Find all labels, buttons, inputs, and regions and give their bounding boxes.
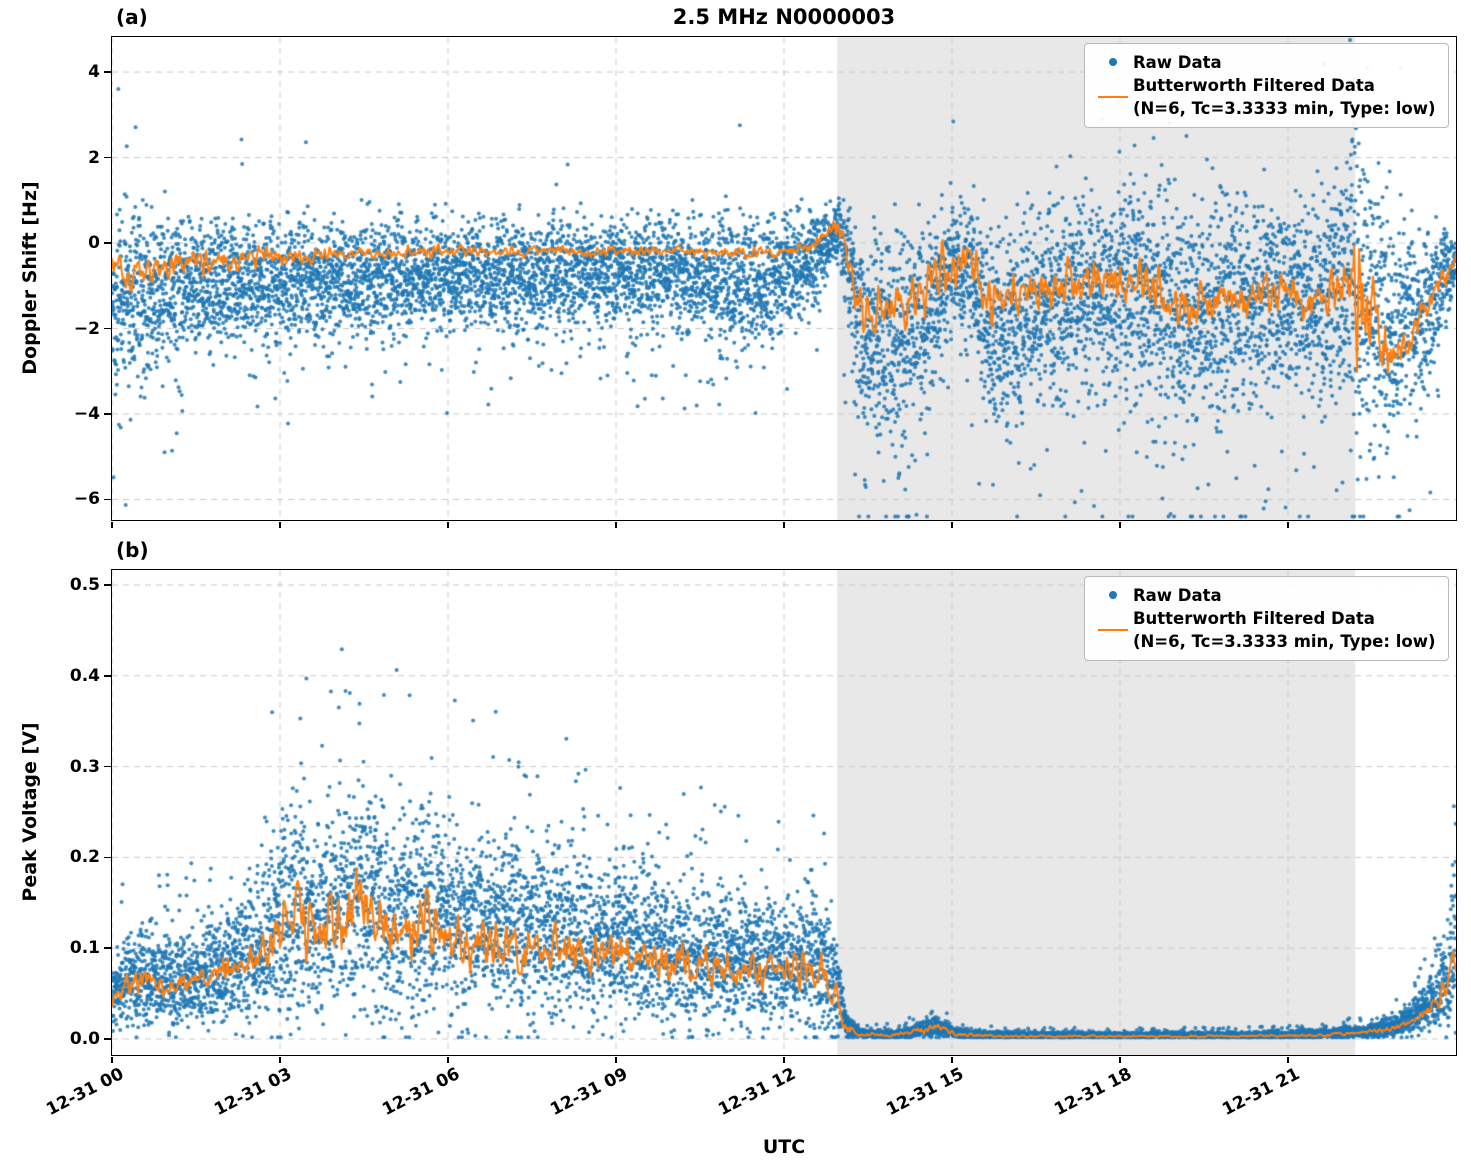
x-axis-label: UTC [762,1136,806,1158]
y-tick-mark [104,71,111,73]
y-tick-mark [104,584,111,586]
x-tick-mark [1119,521,1121,528]
x-tick-mark [111,1056,113,1063]
legend-filtered-label: Butterworth Filtered Data [1132,75,1375,95]
y-tick-label: 0.5 [69,574,100,595]
x-tick-mark [1287,1056,1289,1063]
x-tick-mark [111,521,113,528]
y-tick-mark [104,156,111,159]
x-tick-mark [447,521,449,528]
panel-a-legend: Raw Data Butterworth Filtered Data (N=6,… [1083,42,1449,128]
legend-row-filtered: Butterworth Filtered Data (N=6, Tc=3.333… [1093,74,1436,120]
legend-raw-data-label: Raw Data [1132,52,1222,72]
legend-raw-data-label: Raw Data [1132,585,1222,605]
y-tick-mark [104,1038,111,1040]
x-tick-mark [951,521,953,528]
x-tick-mark [951,1056,953,1063]
y-tick-mark [104,413,111,415]
panel-b-plot-area: Raw Data Butterworth Filtered Data (N=6,… [110,568,1457,1056]
filtered-line-marker-icon [1097,628,1128,631]
legend-row-raw: Raw Data [1093,51,1436,74]
panel-a-y-axis-label: Doppler Shift [Hz] [19,181,41,375]
y-tick-mark [104,675,111,677]
panel-b-legend: Raw Data Butterworth Filtered Data (N=6,… [1083,575,1449,661]
y-tick-mark [104,327,111,330]
y-tick-label: 0.2 [69,847,100,868]
y-tick-mark [104,765,111,768]
x-tick-mark [1287,521,1289,528]
panel-a-plot-area: Raw Data Butterworth Filtered Data (N=6,… [110,35,1457,521]
y-tick-label: −4 [73,403,100,424]
y-tick-mark [104,498,111,501]
panel-b-label: (b) [116,538,149,562]
y-tick-label: −6 [73,489,100,510]
legend-filtered-label: Butterworth Filtered Data [1132,608,1375,628]
x-tick-mark [1119,1056,1121,1063]
x-tick-mark [279,1056,281,1063]
filtered-line-marker-icon [1097,95,1128,98]
legend-filtered-sublabel: (N=6, Tc=3.3333 min, Type: low) [1132,98,1436,118]
legend-row-filtered: Butterworth Filtered Data (N=6, Tc=3.333… [1093,607,1436,653]
x-tick-mark [447,1056,449,1063]
legend-filtered-sublabel: (N=6, Tc=3.3333 min, Type: low) [1132,631,1436,651]
panel-b-y-axis-label: Peak Voltage [V] [19,722,41,902]
y-tick-label: 0.0 [69,1029,100,1050]
x-tick-mark [783,1056,785,1063]
y-tick-mark [104,856,111,859]
y-tick-mark [104,947,111,949]
y-tick-label: 0.4 [69,665,100,686]
y-tick-label: 4 [88,62,100,83]
y-tick-label: 0.3 [69,756,100,777]
x-tick-mark [615,521,617,528]
y-tick-label: −2 [73,318,100,339]
x-tick-mark [279,521,281,528]
panel-a-label: (a) [116,5,148,29]
legend-row-raw: Raw Data [1093,584,1436,607]
x-tick-mark [783,521,785,528]
y-tick-label: 0.1 [69,938,100,959]
figure-title: 2.5 MHz N0000003 [672,5,896,29]
y-tick-label: 0 [88,233,100,254]
raw-data-marker-icon [1108,591,1117,599]
x-tick-mark [615,1056,617,1063]
x-tick-label: 12-31 00 [43,1064,128,1120]
y-tick-mark [104,242,111,244]
y-tick-label: 2 [88,147,100,168]
raw-data-marker-icon [1108,58,1117,66]
